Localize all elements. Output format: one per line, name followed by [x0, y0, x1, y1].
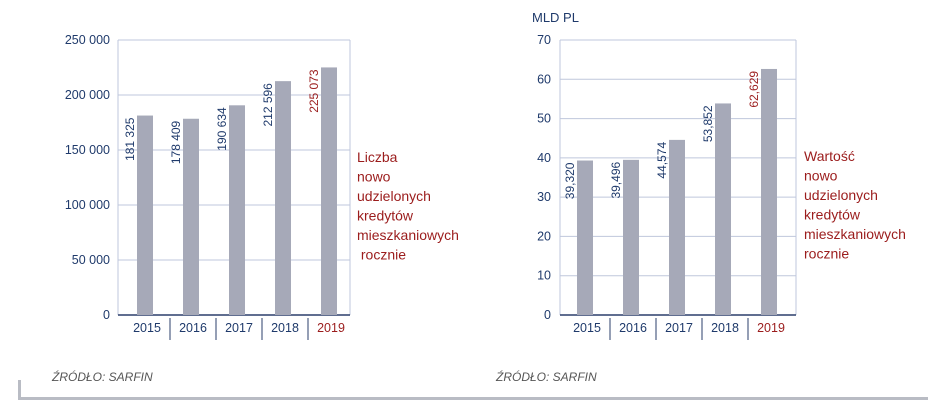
chart2-y-tick-label: 50: [537, 112, 551, 126]
chart1-bar: [183, 118, 199, 316]
chart1-source-note: ŹRÓDŁO: SARFIN: [51, 369, 153, 384]
frame-bottom-rule: [18, 397, 928, 400]
chart1-category-label: 2019: [317, 321, 345, 335]
chart2-annotation-line: udzielonych: [804, 187, 878, 203]
chart2-annotation-line: mieszkaniowych: [804, 226, 906, 242]
chart2-y-tick-label: 30: [537, 190, 551, 204]
chart1-category-label: 2016: [179, 321, 207, 335]
chart2-y-tick-label: 70: [537, 33, 551, 47]
chart2-y-tick-label: 10: [537, 269, 551, 283]
chart2-y-axis-label: MLD PL: [532, 10, 579, 25]
chart1-category-label: 2015: [133, 321, 161, 335]
chart1-y-tick-label: 100 000: [65, 198, 110, 212]
chart1-annotation-line: kredytów: [357, 208, 414, 224]
chart1-y-tick-label: 150 000: [65, 143, 110, 157]
chart2-category-label: 2019: [757, 321, 785, 335]
chart1-y-tick-label: 250 000: [65, 33, 110, 47]
chart1-value-label: 190 634: [215, 107, 229, 151]
chart2-annotation-line: kredytów: [804, 207, 861, 223]
chart1-value-label: 178 409: [169, 120, 183, 164]
chart2-category-label: 2015: [573, 321, 601, 335]
chart1-annotation-line: udzielonych: [357, 188, 431, 204]
chart2-value-label: 53,852: [701, 105, 715, 142]
chart2-category-label: 2018: [711, 321, 739, 335]
chart2-annotation-line: rocznie: [804, 246, 849, 262]
chart2-bar: [577, 160, 593, 315]
chart1-annotation-line: rocznie: [357, 247, 406, 263]
frame-left-rule: [18, 380, 21, 399]
chart2-y-tick-label: 20: [537, 229, 551, 243]
chart2-bar: [669, 139, 685, 315]
chart1-value-label: 225 073: [307, 69, 321, 113]
chart1-bar: [137, 115, 153, 315]
chart2-y-tick-label: 40: [537, 151, 551, 165]
chart1-value-label: 212 596: [261, 83, 275, 127]
chart2-value-label: 44,574: [655, 142, 669, 179]
chart2-value-label: 39,496: [609, 162, 623, 199]
chart2-source-note: ŹRÓDŁO: SARFIN: [495, 369, 597, 384]
chart1-bar: [321, 67, 337, 315]
chart2-annotation-line: nowo: [804, 168, 838, 184]
chart1-value-label: 181 325: [123, 117, 137, 161]
chart2-value-label: 62,629: [747, 71, 761, 108]
chart1-category-label: 2018: [271, 321, 299, 335]
chart1-annotation-line: Liczba: [357, 149, 398, 165]
chart1-bar: [229, 105, 245, 315]
chart1-y-tick-label: 50 000: [72, 253, 110, 267]
chart1-y-tick-label: 200 000: [65, 88, 110, 102]
chart1-annotation-line: nowo: [357, 169, 391, 185]
chart2-bar: [715, 103, 731, 315]
chart2-y-tick-label: 60: [537, 72, 551, 86]
chart2-annotation-line: Wartość: [804, 148, 855, 164]
chart1-y-tick-label: 0: [103, 308, 110, 322]
chart1-bar: [275, 81, 291, 315]
chart2-value-label: 39,320: [563, 162, 577, 199]
chart2-category-label: 2016: [619, 321, 647, 335]
chart2-category-label: 2017: [665, 321, 693, 335]
chart2-bar: [761, 68, 777, 316]
chart2-bar: [623, 159, 639, 315]
chart1-category-label: 2017: [225, 321, 253, 335]
chart2-y-tick-label: 0: [544, 308, 551, 322]
chart1-annotation-line: mieszkaniowych: [357, 227, 459, 243]
